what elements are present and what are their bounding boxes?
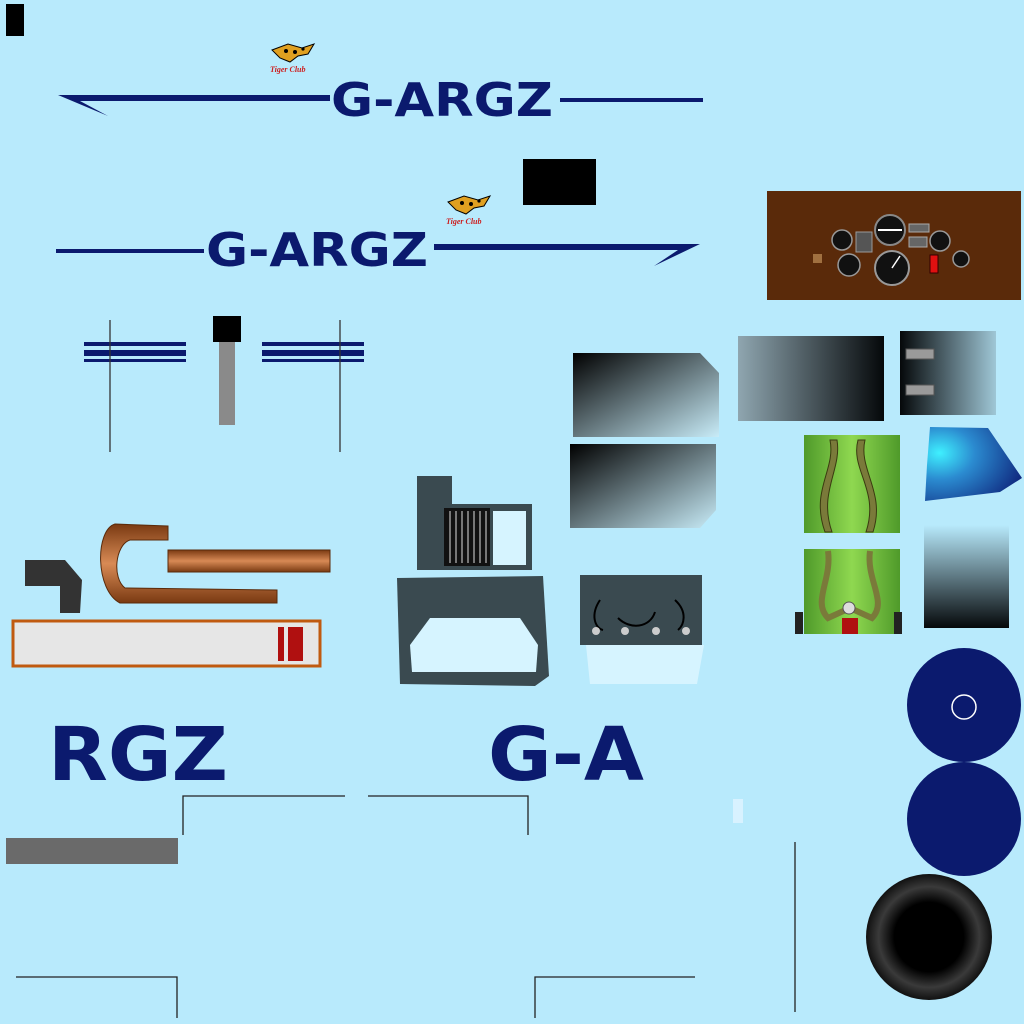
registration-left-part: RGZ <box>48 712 228 798</box>
black-block <box>523 159 596 205</box>
registration-middle: G-ARGZ <box>206 223 428 277</box>
black-marker <box>6 4 24 36</box>
registration-top: G-ARGZ <box>331 73 553 127</box>
instrument-panel <box>767 191 1021 300</box>
strut-markings <box>84 316 364 452</box>
gradient-panel-with-plates <box>900 331 996 415</box>
tyre <box>866 874 992 1000</box>
tiger-club-logo-icon: Tiger Club <box>270 43 316 74</box>
gradient-panel <box>738 336 884 421</box>
gradient-panel <box>573 353 719 437</box>
cowl-strip <box>11 619 322 668</box>
canopy-glass <box>925 427 1022 501</box>
registration-stripe-top: G-ARGZ <box>58 73 703 127</box>
gray-bar <box>6 838 178 864</box>
tiger-club-logo-icon: Tiger Club <box>446 195 492 226</box>
cockpit-part <box>580 575 704 684</box>
cockpit-part <box>417 476 532 570</box>
gradient-panel <box>570 444 716 528</box>
logo-text: Tiger Club <box>446 217 481 226</box>
registration-stripe-middle: G-ARGZ <box>56 223 700 277</box>
small-mark <box>733 799 743 823</box>
wheel-disc <box>907 762 1021 876</box>
wheel-disc <box>907 648 1021 762</box>
exhaust-pipes <box>25 523 331 613</box>
seat-harness <box>795 435 902 634</box>
cockpit-part <box>397 576 549 686</box>
logo-text: Tiger Club <box>270 65 305 74</box>
registration-right-part: G-A <box>488 712 644 798</box>
outline-lines <box>16 795 796 1018</box>
gradient-panel <box>924 525 1009 628</box>
